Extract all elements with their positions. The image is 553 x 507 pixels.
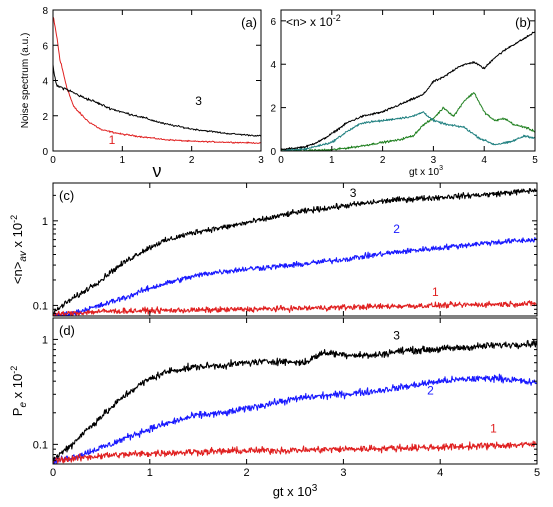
series-group: [53, 16, 261, 144]
x-axis-label: ν: [153, 161, 162, 181]
curve-label-1: 1: [109, 133, 116, 147]
y-axis-label: Noise spectrum (a.u.): [20, 33, 31, 129]
series-line-3: [281, 111, 535, 151]
x-tick-label: 1: [329, 155, 335, 166]
panel-a: 0 1 2 3 0 2 4 6 8 (a) ν Noise spectrum (a.u.) 1 3: [20, 6, 264, 181]
curve-label-1: 1: [432, 285, 439, 299]
plot-frame: [52, 182, 538, 317]
panel-label: (d): [59, 323, 75, 338]
panel-title: <n> x 10-2: [286, 13, 341, 29]
y-tick-label: 6: [270, 17, 276, 28]
x-axis-label: gt x 103: [409, 165, 443, 178]
panel-label: (a): [241, 15, 257, 30]
x-tick-label: 2: [380, 155, 386, 166]
curve-label-3: 3: [195, 94, 202, 108]
series-group: [281, 30, 535, 151]
y-tick-label: 4: [270, 60, 276, 71]
panel-label: (b): [515, 15, 531, 30]
y-tick-label: 4: [42, 77, 48, 88]
plot-frame: [52, 9, 262, 152]
curve-label-3: 3: [350, 186, 357, 200]
curve-label-3: 3: [393, 328, 400, 342]
y-tick-label: 2: [270, 104, 276, 115]
y-tick-label: 2: [42, 112, 48, 123]
series-line-1: [53, 300, 537, 316]
series-line-1: [281, 30, 535, 151]
x-tick-label: 0: [278, 155, 284, 166]
panel-b: 0 1 2 3 4 5 0 2 4 6 (b) <n> x 10-2 gt x 103: [270, 9, 538, 178]
y-tick-label: 1: [42, 334, 48, 346]
x-tick-label: 2: [244, 467, 250, 479]
series-line-3: [53, 64, 261, 137]
series-line-2: [281, 92, 535, 151]
curve-label-2: 2: [393, 222, 400, 236]
x-tick-label: 4: [437, 467, 443, 479]
y-tick-label: 0: [270, 147, 276, 158]
series-group: [53, 339, 537, 464]
x-axis-label: gt x 103: [273, 483, 318, 499]
x-tick-label: 1: [120, 155, 126, 166]
series-line-3: [53, 188, 537, 315]
series-group: [53, 188, 537, 316]
panel-label: (c): [59, 188, 74, 203]
curve-label-1: 1: [490, 421, 497, 435]
x-tick-label: 4: [481, 155, 487, 166]
y-tick-label: 0: [42, 147, 48, 158]
series-line-1: [53, 440, 537, 464]
series-line-2: [53, 373, 537, 464]
curve-label-2: 2: [427, 383, 434, 397]
series-line-2: [53, 237, 537, 316]
series-line-3: [53, 339, 537, 463]
x-tick-label: 0: [50, 467, 56, 479]
y-tick-label: 0.1: [33, 300, 48, 312]
x-tick-label: 3: [340, 467, 346, 479]
x-tick-label: 3: [431, 155, 437, 166]
x-tick-label: 2: [189, 155, 195, 166]
y-axis-label: Pe x 10-2: [9, 366, 29, 416]
series-line-1: [53, 16, 261, 144]
panel-d: 0 1 2 3 4 5 0.1 1 (d) gt x 103 Pe x 10-2 3 2 1: [9, 317, 540, 499]
y-tick-label: 6: [42, 41, 48, 52]
y-tick-label: 1: [42, 216, 48, 228]
x-tick-label: 3: [258, 155, 264, 166]
y-axis-label: <n>av x 10-2: [9, 215, 29, 284]
x-tick-label: 1: [147, 467, 153, 479]
y-tick-label: 0.1: [33, 439, 48, 451]
x-tick-label: 5: [534, 467, 540, 479]
x-tick-label: 0: [50, 155, 56, 166]
panel-c: 0.1 1 (c) <n>av x 10-2 3 2 1: [9, 182, 538, 317]
plot-frame: [52, 317, 538, 465]
y-tick-label: 8: [42, 6, 48, 17]
plot-frame: [280, 9, 536, 152]
x-tick-label: 5: [532, 155, 538, 166]
